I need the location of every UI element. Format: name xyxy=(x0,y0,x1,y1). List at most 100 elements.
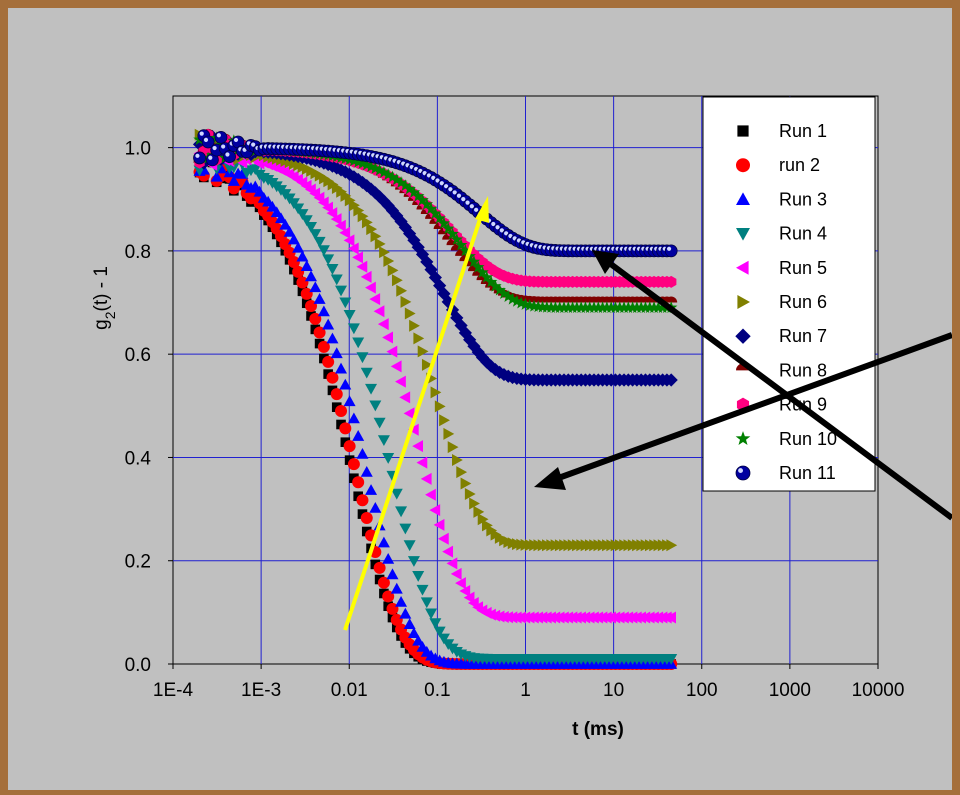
slide-background: 1E-4 1E-3 0.01 0.1 1 10 100 1000 10000 0.0 0.2 0.4… xyxy=(8,8,952,790)
x-axis-title: t (ms) xyxy=(572,719,624,740)
data-point xyxy=(451,453,463,466)
ball-highlight xyxy=(431,175,436,180)
data-point xyxy=(330,347,343,359)
data-point xyxy=(335,362,348,374)
data-point xyxy=(437,287,451,301)
data-point xyxy=(403,540,416,552)
data-point xyxy=(343,234,355,247)
ball-highlight xyxy=(499,228,504,233)
data-point xyxy=(382,331,393,344)
data-point xyxy=(665,654,678,665)
data-point xyxy=(369,161,382,174)
data-point xyxy=(464,487,476,500)
data-point xyxy=(360,179,374,193)
data-point xyxy=(313,236,326,248)
data-point xyxy=(373,190,387,204)
data-point xyxy=(300,260,313,271)
data-point xyxy=(335,285,348,297)
data-point xyxy=(441,222,455,235)
data-point xyxy=(373,163,386,176)
data-point xyxy=(437,532,449,545)
data-point xyxy=(381,168,395,181)
data-point xyxy=(497,287,511,300)
data-point xyxy=(417,345,429,358)
ball-highlight xyxy=(435,178,440,183)
ball-highlight xyxy=(465,200,470,205)
y-tick-labels: 0.0 0.2 0.4 0.6 0.8 1.0 xyxy=(125,139,152,676)
data-point xyxy=(420,472,432,485)
data-point xyxy=(424,202,438,215)
x-tick-label: 100 xyxy=(686,680,718,701)
data-point xyxy=(501,290,515,303)
data-point xyxy=(227,162,240,174)
y-tick-label: 0.6 xyxy=(125,345,151,366)
data-point xyxy=(420,255,434,269)
ball-highlight xyxy=(504,231,509,236)
data-point xyxy=(377,165,391,178)
data-point xyxy=(274,212,287,224)
data-point xyxy=(433,518,445,531)
data-point xyxy=(223,150,236,163)
data-point xyxy=(373,305,385,318)
data-point xyxy=(360,465,373,477)
x-tick-label: 0.01 xyxy=(331,680,368,701)
data-point xyxy=(326,371,339,384)
data-point xyxy=(330,213,342,226)
data-point xyxy=(437,216,451,229)
data-point xyxy=(433,278,447,293)
data-point xyxy=(665,296,678,303)
data-point xyxy=(322,201,333,214)
data-point xyxy=(416,193,429,206)
data-point xyxy=(377,536,390,548)
data-point xyxy=(407,627,420,639)
data-point xyxy=(373,561,386,574)
y-axis-title: g2(t) - 1 xyxy=(91,266,118,330)
ball-highlight xyxy=(448,187,453,192)
data-point xyxy=(665,611,676,624)
data-point xyxy=(335,219,346,232)
data-point xyxy=(360,367,373,379)
data-point xyxy=(412,634,425,646)
data-point xyxy=(210,170,223,182)
data-point xyxy=(664,244,678,258)
data-point xyxy=(296,209,309,220)
data-point xyxy=(386,345,398,358)
ball-highlight xyxy=(444,184,449,189)
data-point xyxy=(429,618,442,630)
data-point xyxy=(381,199,395,213)
legend-marker xyxy=(736,260,749,275)
data-point xyxy=(373,417,386,429)
data-point xyxy=(382,552,395,564)
data-point xyxy=(484,275,498,288)
data-point xyxy=(439,414,450,427)
data-point xyxy=(666,539,678,552)
data-point xyxy=(390,488,403,500)
data-point xyxy=(300,215,313,227)
data-point xyxy=(364,160,378,173)
data-point xyxy=(475,350,490,365)
data-point xyxy=(287,233,300,245)
data-point xyxy=(361,216,373,229)
legend-marker xyxy=(736,158,750,173)
ball-highlight xyxy=(461,197,466,202)
data-point xyxy=(352,251,363,264)
data-point xyxy=(357,210,369,223)
data-point xyxy=(416,584,429,596)
data-point xyxy=(390,582,403,594)
legend: Run 1 run 2 Run 3 Run 4 Run 5 Run 6 Run 7 Run 8… xyxy=(702,96,876,492)
data-point xyxy=(489,279,502,292)
ball-highlight xyxy=(212,145,217,151)
data-point xyxy=(443,427,455,440)
data-point xyxy=(467,339,481,353)
data-point xyxy=(395,506,408,518)
data-point xyxy=(471,345,485,359)
ball-highlight xyxy=(233,137,239,143)
data-point xyxy=(394,176,408,189)
data-point xyxy=(430,386,442,399)
y-tick-label: 0.0 xyxy=(125,655,151,676)
data-point xyxy=(305,300,318,313)
data-point xyxy=(339,378,352,390)
legend-marker xyxy=(735,431,751,446)
data-point xyxy=(403,618,416,630)
data-point xyxy=(370,230,382,243)
